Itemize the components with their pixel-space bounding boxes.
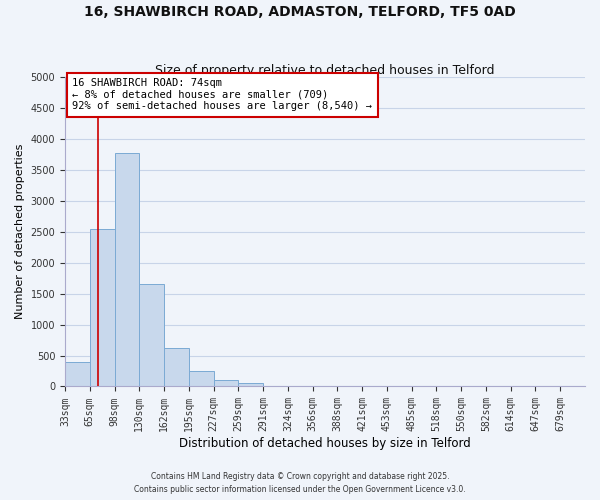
Text: Contains HM Land Registry data © Crown copyright and database right 2025.
Contai: Contains HM Land Registry data © Crown c… <box>134 472 466 494</box>
Bar <box>238 384 263 386</box>
Text: 16 SHAWBIRCH ROAD: 74sqm
← 8% of detached houses are smaller (709)
92% of semi-d: 16 SHAWBIRCH ROAD: 74sqm ← 8% of detache… <box>73 78 373 112</box>
Bar <box>139 284 164 386</box>
Bar <box>115 152 139 386</box>
Text: 16, SHAWBIRCH ROAD, ADMASTON, TELFORD, TF5 0AD: 16, SHAWBIRCH ROAD, ADMASTON, TELFORD, T… <box>84 5 516 19</box>
X-axis label: Distribution of detached houses by size in Telford: Distribution of detached houses by size … <box>179 437 471 450</box>
Bar <box>90 228 115 386</box>
Title: Size of property relative to detached houses in Telford: Size of property relative to detached ho… <box>155 64 495 77</box>
Y-axis label: Number of detached properties: Number of detached properties <box>15 144 25 320</box>
Bar <box>164 348 189 387</box>
Bar <box>189 371 214 386</box>
Bar <box>65 362 90 386</box>
Bar <box>214 380 238 386</box>
